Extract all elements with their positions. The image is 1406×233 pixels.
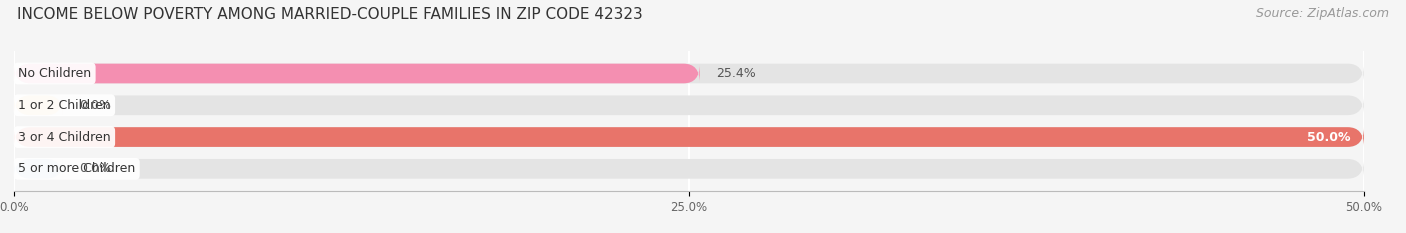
FancyBboxPatch shape — [14, 127, 1364, 147]
Text: 5 or more Children: 5 or more Children — [18, 162, 135, 175]
FancyBboxPatch shape — [14, 127, 1364, 147]
Text: Source: ZipAtlas.com: Source: ZipAtlas.com — [1256, 7, 1389, 20]
FancyBboxPatch shape — [14, 64, 1364, 83]
FancyBboxPatch shape — [14, 64, 700, 83]
Text: 0.0%: 0.0% — [79, 99, 111, 112]
FancyBboxPatch shape — [14, 159, 63, 179]
Text: 1 or 2 Children: 1 or 2 Children — [18, 99, 111, 112]
Text: 25.4%: 25.4% — [716, 67, 755, 80]
FancyBboxPatch shape — [14, 159, 1364, 179]
Text: INCOME BELOW POVERTY AMONG MARRIED-COUPLE FAMILIES IN ZIP CODE 42323: INCOME BELOW POVERTY AMONG MARRIED-COUPL… — [17, 7, 643, 22]
FancyBboxPatch shape — [14, 96, 63, 115]
FancyBboxPatch shape — [14, 96, 1364, 115]
Text: 3 or 4 Children: 3 or 4 Children — [18, 130, 111, 144]
Text: 50.0%: 50.0% — [1306, 130, 1350, 144]
Text: 0.0%: 0.0% — [79, 162, 111, 175]
Text: No Children: No Children — [18, 67, 91, 80]
